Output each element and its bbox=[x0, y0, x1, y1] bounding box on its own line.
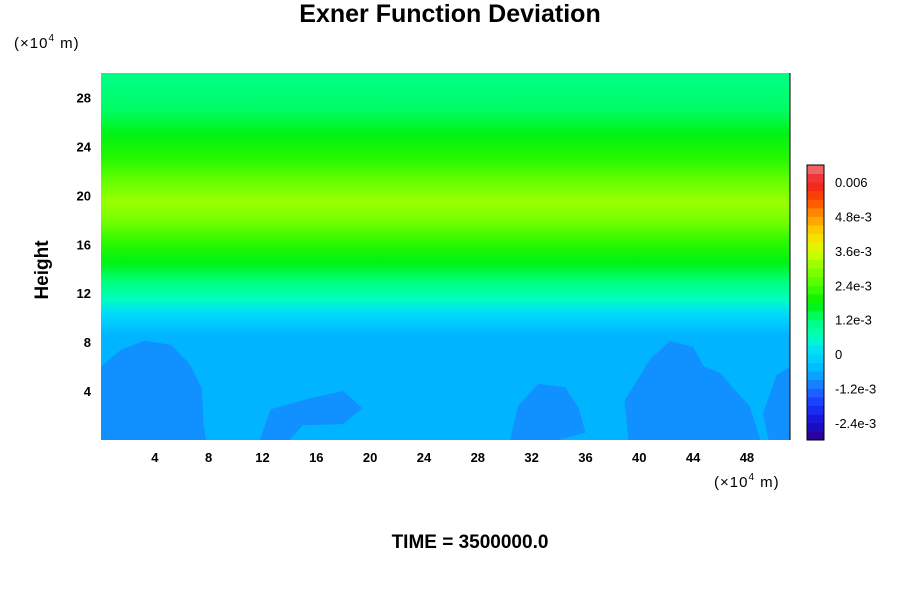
colorbar-band bbox=[807, 354, 824, 364]
colorbar-band bbox=[807, 293, 824, 303]
colorbar-band bbox=[807, 259, 824, 269]
colorbar-band bbox=[807, 311, 824, 321]
colorbar-tick-label: 1.2e-3 bbox=[835, 313, 872, 328]
x-axis-unit: (×104 m) bbox=[714, 472, 780, 491]
low-value-region bbox=[259, 391, 363, 440]
colorbar-band bbox=[807, 199, 824, 209]
colorbar-band bbox=[807, 431, 824, 441]
colorbar-band bbox=[807, 276, 824, 286]
colorbar-tick-label: -2.4e-3 bbox=[835, 416, 876, 431]
low-value-region bbox=[510, 383, 586, 440]
x-tick-label: 48 bbox=[740, 450, 754, 465]
colorbar-band bbox=[807, 268, 824, 278]
colorbar-band bbox=[807, 362, 824, 372]
colorbar-band bbox=[807, 216, 824, 226]
colorbar-tick-label: 0 bbox=[835, 347, 842, 362]
colorbar-band bbox=[807, 414, 824, 424]
x-tick-label: 32 bbox=[524, 450, 538, 465]
colorbar-band bbox=[807, 388, 824, 398]
colorbar-band bbox=[807, 173, 824, 183]
y-tick-label: 12 bbox=[77, 286, 91, 301]
y-tick-label: 28 bbox=[77, 90, 91, 105]
colorbar-band bbox=[807, 319, 824, 329]
x-tick-label: 8 bbox=[205, 450, 212, 465]
colorbar-band bbox=[807, 165, 824, 174]
low-value-region bbox=[763, 366, 790, 440]
colorbar-band bbox=[807, 397, 824, 407]
colorbar-band bbox=[807, 233, 824, 243]
colorbar-tick-label: 4.8e-3 bbox=[835, 210, 872, 225]
colorbar-band bbox=[807, 345, 824, 355]
chart-title: Exner Function Deviation bbox=[299, 0, 601, 28]
colorbar-band bbox=[807, 225, 824, 235]
colorbar-band bbox=[807, 190, 824, 200]
colorbar-tick-label: 3.6e-3 bbox=[835, 244, 872, 259]
x-tick-label: 28 bbox=[471, 450, 485, 465]
colorbar-band bbox=[807, 207, 824, 217]
x-tick-label: 20 bbox=[363, 450, 377, 465]
x-tick-label: 4 bbox=[151, 450, 159, 465]
low-value-region bbox=[624, 340, 761, 440]
colorbar-band bbox=[807, 328, 824, 338]
y-tick-label: 20 bbox=[77, 188, 91, 203]
colorbar-band bbox=[807, 250, 824, 260]
y-tick-label: 8 bbox=[84, 335, 91, 350]
colorbar-band bbox=[807, 422, 824, 432]
colorbar-band bbox=[807, 336, 824, 346]
x-tick-label: 44 bbox=[686, 450, 701, 465]
y-tick-label: 16 bbox=[77, 237, 91, 252]
y-axis-unit: (×104 m) bbox=[14, 33, 80, 52]
colorbar-tick-label: 2.4e-3 bbox=[835, 278, 872, 293]
colorbar-band bbox=[807, 182, 824, 192]
colorbar-band bbox=[807, 379, 824, 389]
x-tick-label: 40 bbox=[632, 450, 646, 465]
colorbar-frame bbox=[806, 164, 825, 441]
x-tick-label: 36 bbox=[578, 450, 592, 465]
x-tick-label: 24 bbox=[417, 450, 432, 465]
time-label: TIME = 3500000.0 bbox=[391, 532, 549, 553]
y-tick-label: 24 bbox=[77, 139, 92, 154]
y-tick-label: 4 bbox=[84, 384, 92, 399]
colorbar-band bbox=[807, 302, 824, 312]
colorbar-band bbox=[807, 285, 824, 295]
colorbar-band bbox=[807, 242, 824, 252]
colorbar-band bbox=[807, 405, 824, 415]
colorbar-tick-label: 0.006 bbox=[835, 175, 868, 190]
x-tick-label: 12 bbox=[255, 450, 269, 465]
low-value-region bbox=[101, 340, 206, 440]
x-tick-label: 16 bbox=[309, 450, 323, 465]
colorbar-tick-label: -1.2e-3 bbox=[835, 381, 876, 396]
colorbar-band bbox=[807, 371, 824, 381]
